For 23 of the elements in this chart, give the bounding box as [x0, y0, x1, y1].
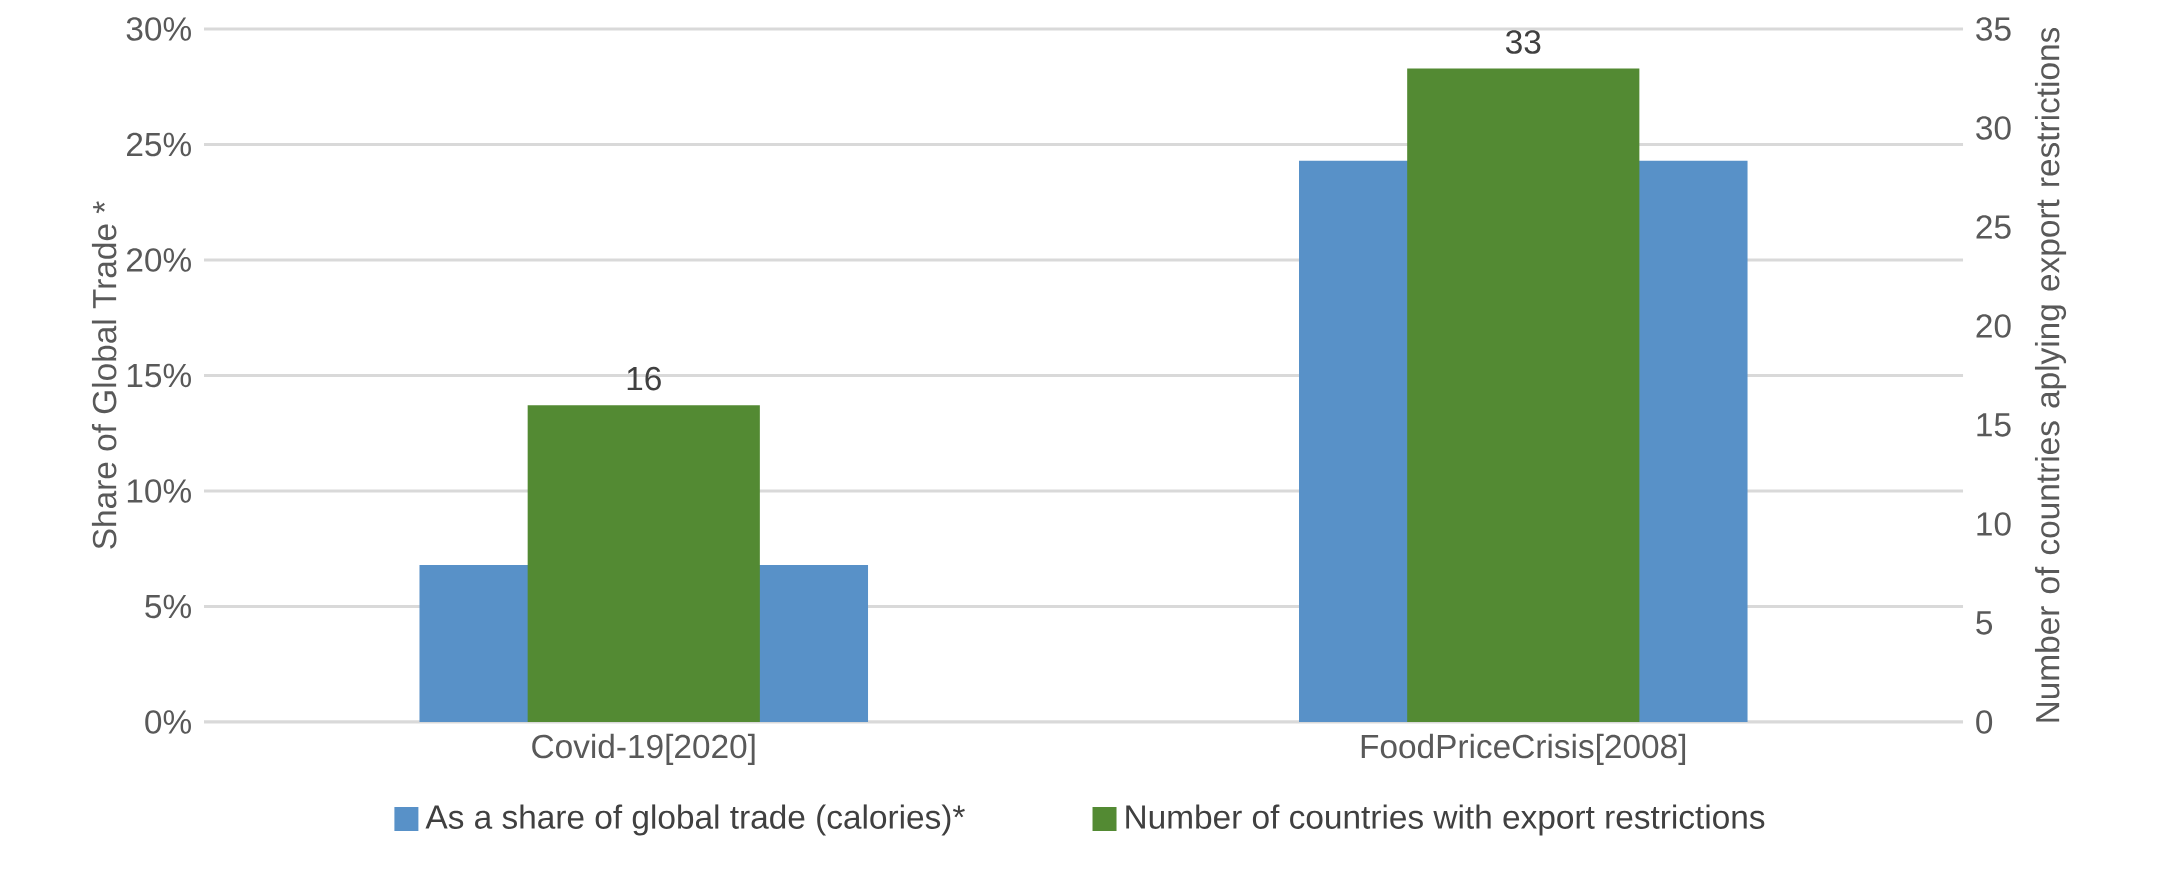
legend-label: As a share of global trade (calories)*: [425, 804, 965, 836]
y2-tick-label: 10: [1977, 512, 2011, 536]
y2-axis-title: Number of countries aplying export restrictions: [2034, 27, 2067, 722]
x-tick-label: Covid-19[2020]: [532, 733, 755, 765]
y2-tick-label: 20: [1976, 314, 2011, 338]
y-tick-label: 0%: [145, 710, 191, 734]
y2-tick-label: 30: [1976, 116, 2011, 140]
y-tick-label: 5%: [145, 594, 191, 619]
y-tick-label: 10%: [127, 479, 191, 503]
y-tick-label: 15%: [127, 363, 191, 388]
y-tick-label: 30%: [126, 17, 191, 41]
data-label: 33: [1505, 30, 1541, 54]
legend-label: Number of countries with export restrictions: [1126, 804, 1765, 836]
y2-tick-label: 5: [1976, 611, 1993, 635]
y2-tick-label: 15: [1977, 413, 2011, 437]
y2-tick-label: 0: [1976, 710, 1993, 734]
y2-tick-label: 35: [1976, 17, 2011, 41]
y-tick-label: 25%: [127, 132, 191, 157]
y2-tick-label: 25: [1976, 215, 2011, 239]
y-axis-title: Share of Global Trade *: [91, 201, 117, 549]
x-tick-label: FoodPriceCrisis[2008]: [1361, 733, 1686, 765]
y-tick-label: 20%: [127, 248, 191, 272]
data-label: 16: [627, 366, 661, 391]
